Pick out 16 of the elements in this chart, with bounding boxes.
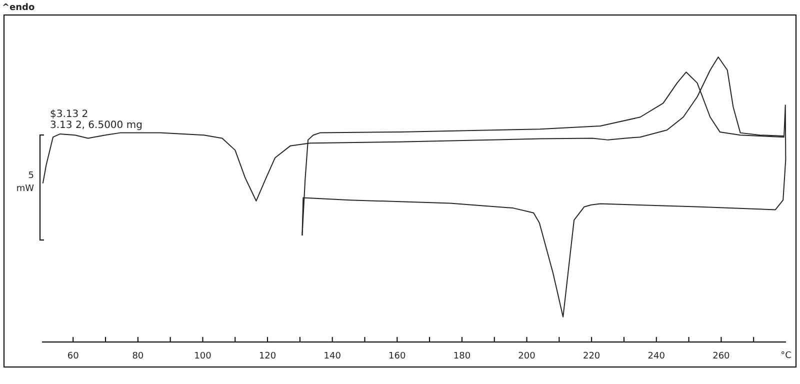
- text: ^endo: [2, 3, 35, 13]
- y-axis-title: 5 mW: [16, 171, 34, 194]
- x-tick-label: 240: [648, 351, 666, 362]
- x-tick-label: 60: [67, 351, 80, 362]
- x-tick-label: 160: [388, 351, 406, 362]
- annotation: $3.13 2: [50, 109, 88, 120]
- x-tick-label: 120: [258, 351, 276, 362]
- x-tick-label: 180: [453, 351, 471, 362]
- annotation: 3.13 2, 6.5000 mg: [50, 120, 142, 131]
- x-tick-label: 80: [132, 351, 144, 362]
- x-tick-label: 140: [324, 351, 342, 362]
- x-tick-label: 200: [518, 351, 536, 362]
- x-tick-label: 220: [582, 351, 600, 362]
- x-tick-label: 100: [194, 351, 212, 362]
- x-tick-label: 260: [712, 351, 730, 362]
- x-axis-title: °C: [780, 351, 792, 361]
